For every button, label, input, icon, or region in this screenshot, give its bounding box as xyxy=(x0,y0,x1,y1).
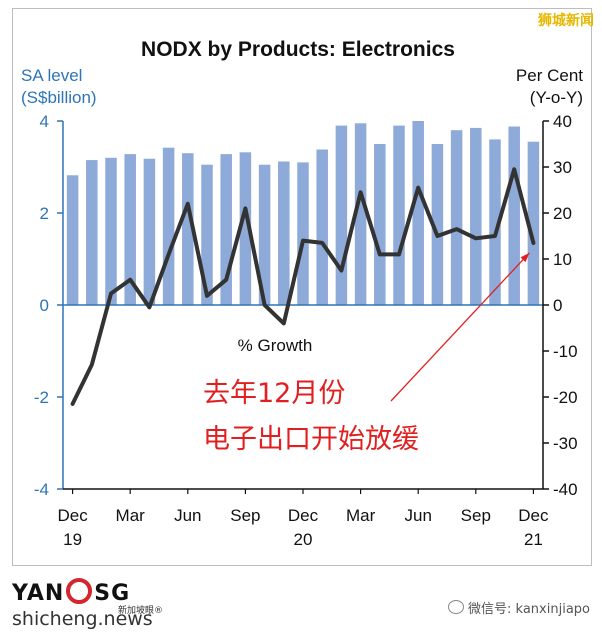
x-axis-tick-label: Dec xyxy=(518,506,549,525)
chart-frame: NODX by Products: Electronics SA level (… xyxy=(12,8,592,566)
bar-20 xyxy=(450,130,463,305)
x-axis-year-label: 21 xyxy=(524,530,543,549)
right-axis-tick-label: -40 xyxy=(553,480,578,499)
left-axis-tick-label: 2 xyxy=(40,204,49,223)
x-axis-tick-label: Dec xyxy=(288,506,319,525)
right-axis-tick-label: -30 xyxy=(553,434,578,453)
bar-8 xyxy=(220,154,232,305)
site-watermark: shicheng.news xyxy=(12,608,153,630)
bar-24 xyxy=(527,141,540,305)
annotation-arrow-line xyxy=(390,252,530,402)
growth-point-7 xyxy=(205,294,209,298)
right-axis-tick-label: 20 xyxy=(553,204,572,223)
bar-10 xyxy=(258,164,271,305)
left-axis-tick-label: 4 xyxy=(40,112,49,131)
logo-subtitle: 新加坡眼® xyxy=(118,606,164,616)
bar-7 xyxy=(201,164,213,305)
annotation-arrow-head xyxy=(520,252,530,263)
chart-title: NODX by Products: Electronics xyxy=(141,38,455,61)
growth-point-4 xyxy=(147,305,151,309)
growth-point-21 xyxy=(474,236,478,240)
right-axis-tick-label: 30 xyxy=(553,158,572,177)
growth-point-6 xyxy=(186,202,190,206)
bar-16 xyxy=(374,144,386,305)
bar-1 xyxy=(86,160,98,305)
logo-eye-icon xyxy=(66,578,93,604)
bar-22 xyxy=(489,139,501,305)
growth-point-19 xyxy=(435,234,439,238)
growth-point-8 xyxy=(224,278,228,282)
yansg-logo: YAN SG xyxy=(12,578,130,606)
x-axis-tick-label: Sep xyxy=(461,506,491,525)
right-axis-tick-label: 0 xyxy=(553,296,562,315)
growth-point-9 xyxy=(243,206,247,210)
nodx-electronics-chart: NODX by Products: Electronics SA level (… xyxy=(21,38,583,549)
bar-18 xyxy=(412,121,424,305)
bar-12 xyxy=(297,162,309,305)
growth-point-0 xyxy=(71,402,75,406)
bar-5 xyxy=(162,147,175,305)
x-axis-tick-label: Mar xyxy=(346,506,376,525)
left-axis-tick-label: -4 xyxy=(34,480,49,499)
left-axis-label-line1: SA level xyxy=(21,66,82,85)
logo-text-left: YAN xyxy=(12,581,65,606)
growth-point-22 xyxy=(493,234,497,238)
growth-point-18 xyxy=(416,186,420,190)
growth-point-24 xyxy=(531,241,536,245)
footer: YAN SG 新加坡眼® shicheng.news 微信号: kanxinjia… xyxy=(0,568,602,635)
growth-point-15 xyxy=(359,190,363,194)
wechat-id-text: 微信号: kanxinjiapo xyxy=(468,602,590,617)
growth-point-1 xyxy=(90,363,94,367)
right-axis-label-line2: (Y-o-Y) xyxy=(530,88,583,107)
bar-14 xyxy=(335,125,348,305)
bar-6 xyxy=(182,153,194,305)
bar-19 xyxy=(431,144,444,305)
growth-point-14 xyxy=(339,268,343,273)
growth-point-16 xyxy=(378,252,382,256)
growth-point-5 xyxy=(167,252,171,256)
left-axis-label-line2: (S$billion) xyxy=(21,88,97,107)
left-axis-tick-label: -2 xyxy=(34,388,49,407)
x-axis-tick-label: Jun xyxy=(174,506,201,525)
growth-point-12 xyxy=(301,239,305,243)
bar-23 xyxy=(508,126,520,306)
left-axis-tick-label: 0 xyxy=(40,296,49,315)
growth-point-13 xyxy=(320,241,324,245)
growth-point-23 xyxy=(512,167,516,171)
growth-point-20 xyxy=(455,227,459,231)
bar-4 xyxy=(143,158,156,305)
right-axis-tick-label: -20 xyxy=(553,388,578,407)
logo-text-right: SG xyxy=(94,581,131,606)
right-axis-tick-label: -10 xyxy=(553,342,578,361)
x-axis-year-label: 19 xyxy=(63,530,82,549)
growth-point-17 xyxy=(397,252,401,256)
bar-2 xyxy=(105,157,117,305)
x-axis-tick-label: Mar xyxy=(116,506,146,525)
right-axis-label-line1: Per Cent xyxy=(516,66,583,85)
bar-9 xyxy=(239,152,252,305)
annotation-line1: 去年12月份 xyxy=(203,378,345,409)
watermark-text: 狮城新闻 xyxy=(538,13,594,29)
wechat-icon xyxy=(448,600,465,614)
growth-point-3 xyxy=(128,278,132,282)
right-axis-tick-label: 40 xyxy=(553,112,572,131)
bar-17 xyxy=(393,125,405,305)
growth-point-11 xyxy=(282,321,286,325)
x-axis-tick-label: Dec xyxy=(57,506,88,525)
growth-series-label: % Growth xyxy=(238,336,313,355)
growth-point-10 xyxy=(263,303,267,307)
wechat-id: 微信号: kanxinjiapo xyxy=(448,598,590,617)
bar-0 xyxy=(66,175,79,305)
x-axis-tick-label: Jun xyxy=(404,506,431,525)
growth-point-2 xyxy=(109,291,113,296)
right-axis-tick-label: 10 xyxy=(553,250,572,269)
x-axis-tick-label: Sep xyxy=(230,506,260,525)
bar-3 xyxy=(124,154,136,305)
bar-11 xyxy=(278,161,290,305)
bar-21 xyxy=(470,127,482,306)
x-axis-year-label: 20 xyxy=(294,530,313,549)
annotation-line2: 电子出口开始放缓 xyxy=(203,424,419,455)
bar-15 xyxy=(354,123,367,305)
bar-13 xyxy=(316,149,328,305)
